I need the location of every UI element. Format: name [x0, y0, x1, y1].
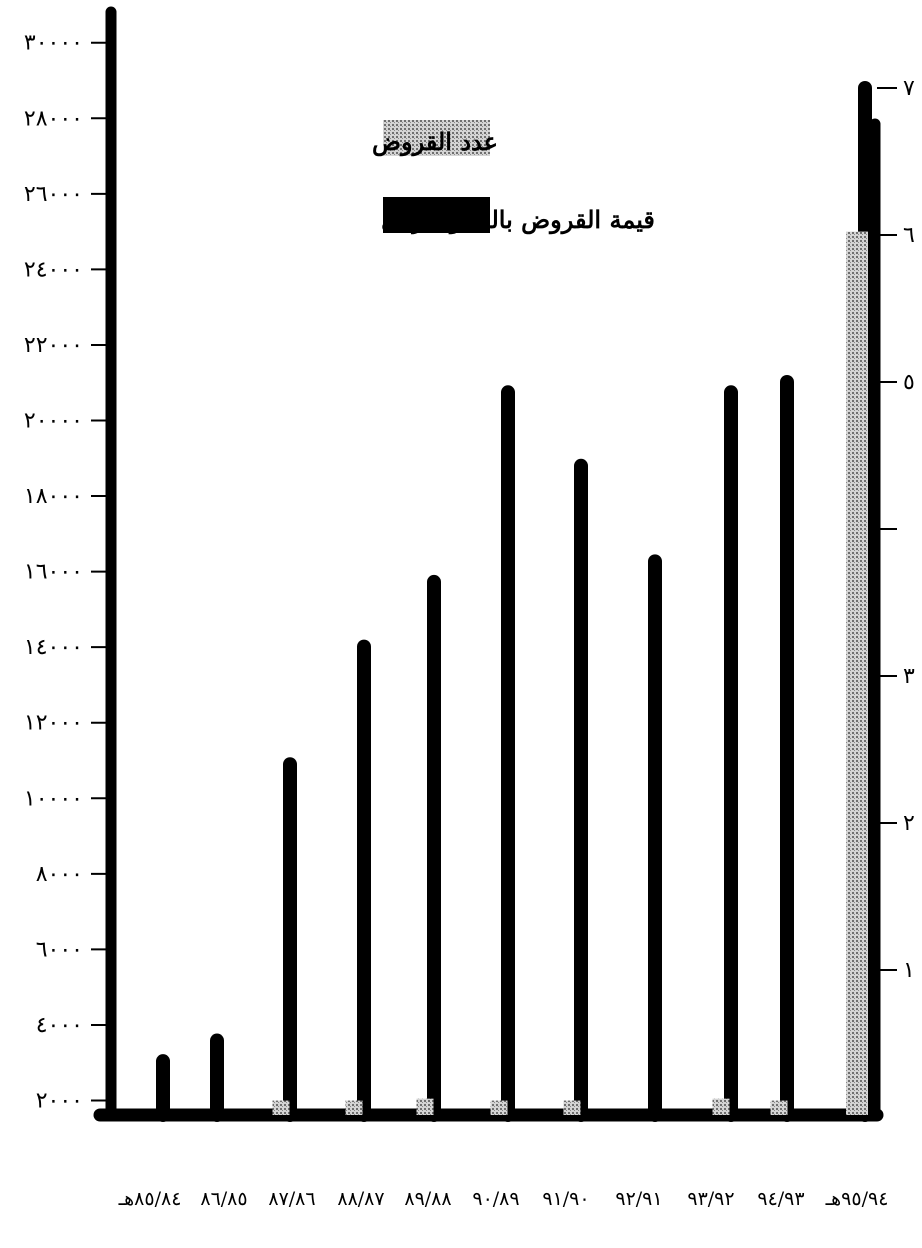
legend-swatch-count	[383, 120, 490, 156]
bar-count-series	[563, 1100, 581, 1115]
legend-swatch-value	[383, 197, 490, 233]
left-tick-label: ٦٠٠٠	[36, 937, 83, 962]
right-tick-label: ٦	[903, 223, 915, 248]
right-tick-label: ١	[903, 958, 915, 983]
bar-count-series	[712, 1098, 730, 1115]
bar-count-series	[846, 231, 868, 1116]
legend: عدد القروض قيمة القروض بالمليون ريال	[372, 120, 655, 235]
category-label: ٩١/٩٠	[542, 1188, 589, 1210]
right-tick-label: ٣	[903, 664, 915, 689]
axes-layer: ٢٠٠٠ ٤٠٠٠ ٦٠٠٠ ٨٠٠٠ ١٠٠٠٠ ١٢٠٠٠ ١٤٠٠٠ ١٦٠٠٠ ١٨٠٠…	[24, 6, 915, 1210]
bar-count-series	[345, 1100, 363, 1115]
category-label: ٩٥/٩٤هـ	[825, 1188, 889, 1210]
left-tick-label: ٢٨٠٠٠	[24, 106, 83, 131]
legend-label-value: قيمة القروض بالمليون ريال	[381, 205, 655, 235]
left-tick-label: ١٠٠٠٠	[24, 786, 83, 811]
category-label: ٨٩/٨٨	[404, 1188, 451, 1210]
bar-count-series	[490, 1100, 508, 1115]
bar-count-series	[770, 1100, 788, 1115]
bar-count-series	[272, 1100, 290, 1115]
left-tick-label: ٢٤٠٠٠	[24, 257, 83, 282]
left-tick-label: ٢٢٠٠٠	[24, 333, 83, 358]
category-label: ٨٦/٨٥	[200, 1188, 247, 1210]
bars-layer	[156, 81, 872, 1122]
left-tick-label: ٣٠٠٠٠	[24, 31, 83, 56]
left-tick-label: ١٢٠٠٠	[24, 711, 83, 736]
left-tick-label: ٢٠٠٠	[36, 1089, 83, 1114]
category-label: ٩٢/٩١	[615, 1188, 662, 1210]
bar-count-series	[416, 1098, 434, 1115]
right-tick-label: ٢	[903, 811, 915, 836]
left-tick-label: ٨٠٠٠	[36, 862, 83, 887]
right-tick-label: ٥	[903, 370, 915, 395]
legend-label-count: عدد القروض	[372, 127, 498, 157]
category-label: ٨٧/٨٦	[268, 1188, 315, 1210]
category-label: ٨٨/٨٧	[337, 1188, 384, 1210]
category-label: ٨٥/٨٤هـ	[118, 1188, 182, 1210]
left-tick-label: ١٨٠٠٠	[24, 484, 83, 509]
left-tick-label: ٤٠٠٠	[36, 1013, 83, 1038]
category-label: ٩٠/٨٩	[472, 1188, 519, 1210]
left-tick-label: ١٤٠٠٠	[24, 635, 83, 660]
category-label: ٩٣/٩٢	[687, 1188, 734, 1210]
right-tick-label: ٧	[903, 76, 915, 101]
left-tick-label: ١٦٠٠٠	[24, 560, 83, 585]
left-tick-label: ٢٠٠٠٠	[24, 409, 83, 434]
category-label: ٩٤/٩٣	[757, 1188, 804, 1210]
left-tick-label: ٢٦٠٠٠	[24, 182, 83, 207]
